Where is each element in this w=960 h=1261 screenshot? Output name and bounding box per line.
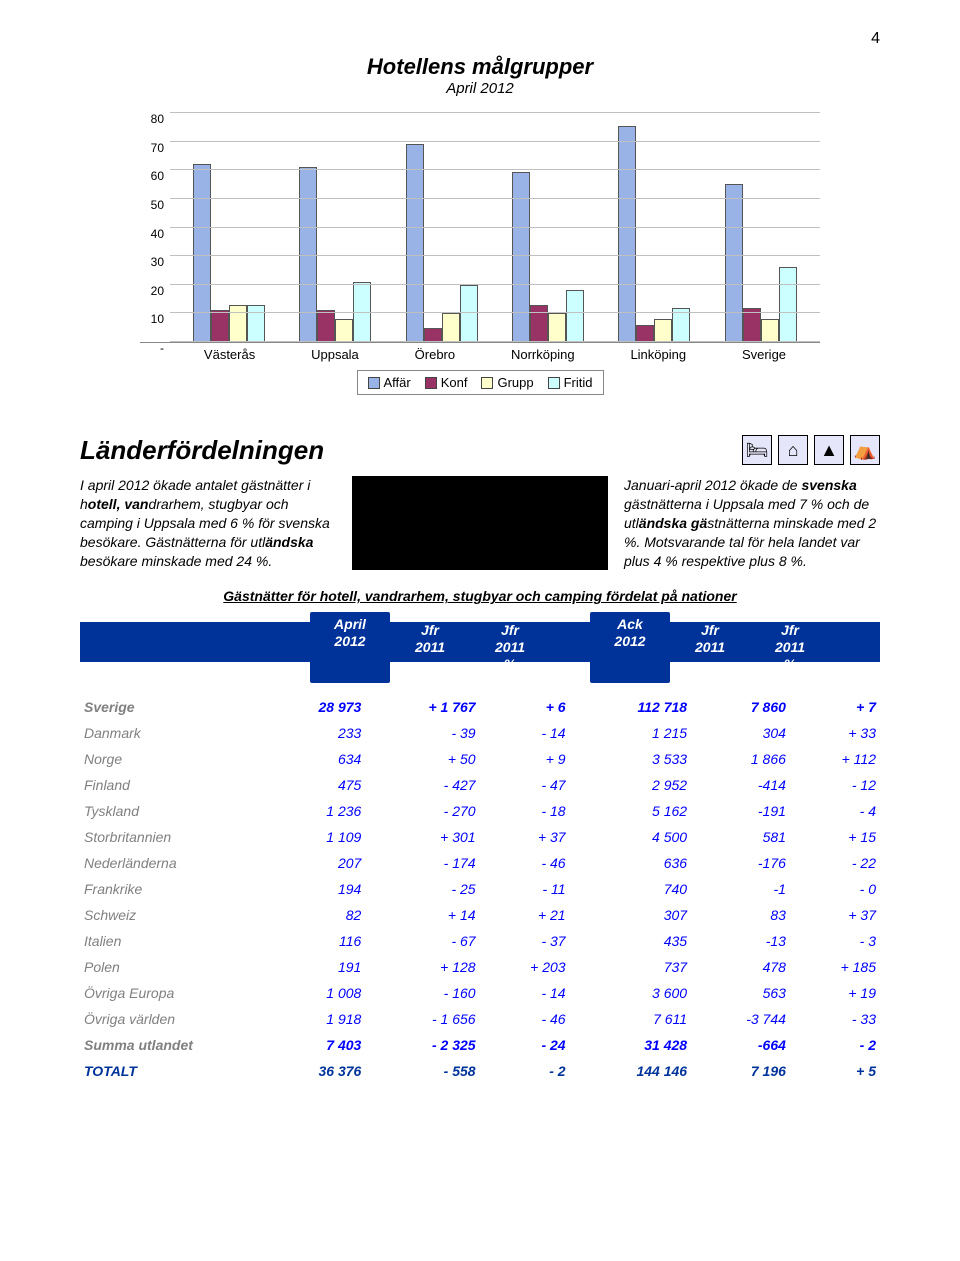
chart-bar	[193, 164, 211, 342]
section-heading: Länderfördelningen	[80, 435, 324, 466]
chart-group	[193, 164, 265, 342]
lodging-icons: 🛏 ⌂ ▲ ⛺	[742, 435, 880, 465]
intro-left: I april 2012 ökade antalet gästnätter i …	[80, 476, 336, 570]
table-row: Summa utlandet7 403- 2 325- 2431 428-664…	[80, 1032, 880, 1058]
x-label: Norrköping	[511, 347, 575, 362]
chart-bar	[725, 184, 743, 342]
table-row: Italien116- 67- 37435-13- 3	[80, 928, 880, 954]
table-row: Nederländerna207- 174- 46636-176- 22	[80, 850, 880, 876]
col-ack-2012: Ack2012	[590, 612, 670, 682]
legend-item: Affär	[368, 375, 411, 390]
table-row: Danmark233- 39- 141 215304+ 33	[80, 720, 880, 746]
chart-legend: Affär Konf Grupp Fritid	[357, 370, 604, 395]
col-jfr-2011-a: Jfr2011	[390, 612, 470, 682]
chart-bar	[512, 172, 530, 342]
chart-bar	[636, 325, 654, 342]
table-row: Polen191+ 128+ 203737478+ 185	[80, 954, 880, 980]
table-header-band: April2012 Jfr2011 Jfr2011% Ack2012 Jfr20…	[80, 612, 880, 670]
chart-bar	[247, 305, 265, 342]
chart-bar	[566, 290, 584, 342]
col-jfr-2011-pct-b: Jfr2011%	[750, 612, 830, 682]
tent-icon: ⛺	[850, 435, 880, 465]
table-row: Övriga Europa1 008- 160- 143 600563+ 19	[80, 980, 880, 1006]
chart-group	[725, 184, 797, 342]
chart-bar	[761, 319, 779, 342]
bed-icon: 🛏	[742, 435, 772, 465]
chart-bar	[743, 308, 761, 343]
col-jfr-2011-pct-a: Jfr2011%	[470, 612, 550, 682]
chart-bar	[618, 126, 636, 342]
x-label: Västerås	[204, 347, 255, 362]
chart-bar	[335, 319, 353, 342]
col-april-2012: April2012	[310, 612, 390, 682]
table-caption: Gästnätter för hotell, vandrarhem, stugb…	[80, 588, 880, 604]
chart-gridlines	[170, 113, 820, 342]
x-label: Sverige	[742, 347, 786, 362]
cabin-icon: ▲	[814, 435, 844, 465]
chart-bar	[211, 310, 229, 342]
chart-bar	[442, 313, 460, 342]
table-row: Storbritannien1 109+ 301+ 374 500581+ 15	[80, 824, 880, 850]
bar-chart: -1020304050607080 Västerås Uppsala Örebro N…	[140, 113, 820, 395]
table-row: Schweiz82+ 14+ 2130783+ 37	[80, 902, 880, 928]
legend-item: Konf	[425, 375, 468, 390]
chart-bar	[353, 282, 371, 342]
x-label: Uppsala	[311, 347, 359, 362]
chart-plot-area	[170, 113, 820, 342]
chart-bar	[229, 305, 247, 342]
table-row: Norge634+ 50+ 93 5331 866+ 112	[80, 746, 880, 772]
legend-item: Fritid	[548, 375, 593, 390]
chart-bar	[548, 313, 566, 342]
chart-group	[406, 144, 478, 342]
page-number: 4	[80, 30, 880, 48]
intro-columns: I april 2012 ökade antalet gästnätter i …	[80, 476, 880, 570]
table-row: Finland475- 427- 472 952-414- 12	[80, 772, 880, 798]
chart-bar	[406, 144, 424, 342]
legend-item: Grupp	[481, 375, 533, 390]
chart-bar	[654, 319, 672, 342]
page-title: Hotellens målgrupper	[80, 54, 880, 80]
table-row: Sverige28 973+ 1 767+ 6112 7187 860+ 7	[80, 694, 880, 720]
chart-bar	[779, 267, 797, 342]
chart-bar	[460, 285, 478, 343]
table-row: TOTALT36 376- 558- 2144 1467 196+ 5	[80, 1058, 880, 1084]
chart-group	[618, 126, 690, 342]
x-label: Linköping	[630, 347, 686, 362]
table-row: Tyskland1 236- 270- 185 162-191- 4	[80, 798, 880, 824]
chart-y-axis: -1020304050607080	[140, 113, 170, 342]
page-subtitle: April 2012	[80, 80, 880, 97]
col-jfr-2011-b: Jfr2011	[670, 612, 750, 682]
chart-bar	[530, 305, 548, 342]
chart-group	[512, 172, 584, 342]
table-row: Frankrike194- 25- 11740-1- 0	[80, 876, 880, 902]
chart-bar	[672, 308, 690, 343]
table-row: Övriga världen1 918- 1 656- 467 611-3 74…	[80, 1006, 880, 1032]
house-icon: ⌂	[778, 435, 808, 465]
chart-bar	[317, 310, 335, 342]
intro-right: Januari-april 2012 ökade de svenska gäst…	[624, 476, 880, 570]
column-divider	[352, 476, 608, 570]
chart-bar	[424, 328, 442, 342]
chart-bar	[299, 167, 317, 342]
x-label: Örebro	[415, 347, 455, 362]
chart-group	[299, 167, 371, 342]
nations-table: Sverige28 973+ 1 767+ 6112 7187 860+ 7Da…	[80, 694, 880, 1084]
chart-x-labels: Västerås Uppsala Örebro Norrköping Linköping…	[140, 343, 820, 362]
